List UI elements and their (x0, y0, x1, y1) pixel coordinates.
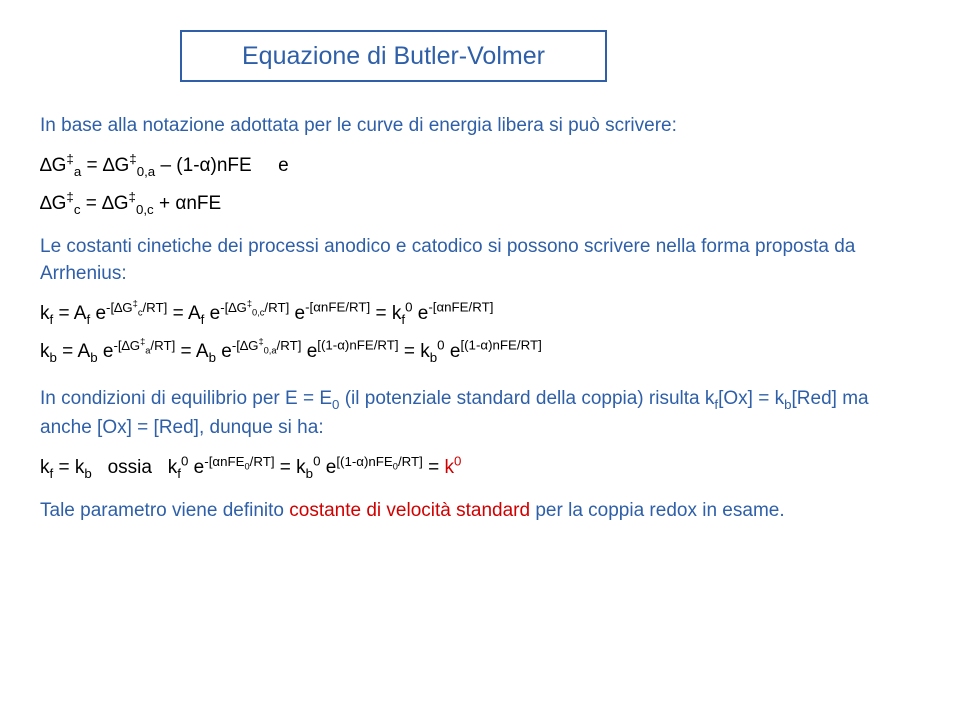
equation-kf: kf = Af e-[∆G‡c/RT] = Af e-[∆G‡0,c/RT] e… (40, 298, 920, 330)
paragraph-equilibrium: In condizioni di equilibrio per E = E0 (… (40, 385, 920, 442)
equation-1b: ∆G‡c = ∆G‡0,c + αnFE (40, 187, 920, 218)
equation-kfkb: kf = kb ossia kf0 e-[αnFE0/RT] = kb0 e[(… (40, 452, 920, 483)
page-title: Equazione di Butler-Volmer (242, 42, 545, 70)
equation-kb: kb = Ab e-[∆G‡a/RT] = Ab e-[∆G‡0,a/RT] e… (40, 335, 920, 367)
paragraph-conclusion: Tale parametro viene definito costante d… (40, 497, 920, 525)
title-box: Equazione di Butler-Volmer (180, 30, 607, 82)
equation-1a: ∆G‡a = ∆G‡0,a – (1-α)nFE e (40, 150, 920, 181)
paragraph-arrhenius: Le costanti cinetiche dei processi anodi… (40, 233, 920, 288)
paragraph-intro: In base alla notazione adottata per le c… (40, 112, 920, 140)
